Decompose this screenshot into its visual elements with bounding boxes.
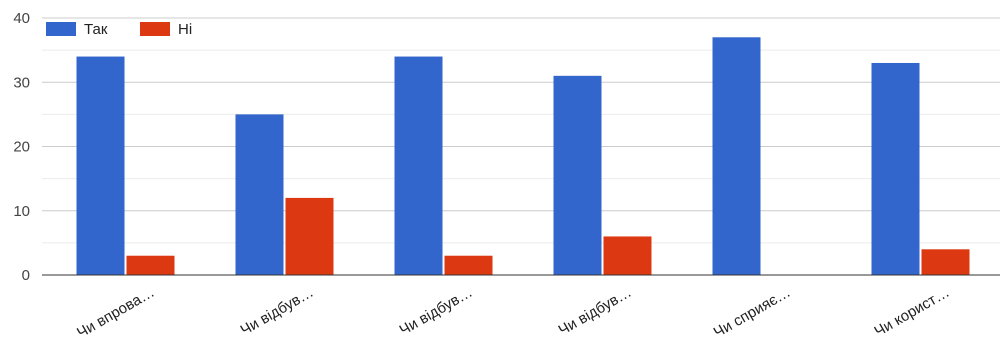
legend-item-no[interactable]: Ні <box>140 21 192 38</box>
y-axis-ticks: 0 10 20 30 40 <box>13 10 30 284</box>
x-category-label: Чи відбув… <box>556 284 635 339</box>
x-category-label: Чи сприяє… <box>711 284 794 342</box>
bar-no[interactable] <box>126 255 175 275</box>
legend-swatch <box>140 22 170 36</box>
x-category-label: Чи відбув… <box>238 284 317 339</box>
bar-yes[interactable] <box>235 114 284 275</box>
legend-swatch <box>46 22 76 36</box>
x-axis-labels: Чи впрова… Чи відбув… Чи відбув… Чи відбув…… <box>74 284 952 342</box>
x-category-label: Чи корист… <box>871 284 952 341</box>
legend-label: Так <box>84 21 108 38</box>
legend: Так Ні <box>46 21 192 38</box>
y-tick-label: 20 <box>13 139 30 156</box>
x-category-label: Чи відбув… <box>397 284 476 339</box>
gridlines <box>42 17 1000 244</box>
bar-yes[interactable] <box>394 56 443 275</box>
bar-no[interactable] <box>921 249 970 275</box>
y-tick-label: 30 <box>13 74 30 91</box>
bar-yes[interactable] <box>553 75 602 275</box>
y-tick-label: 0 <box>22 267 30 284</box>
legend-item-yes[interactable]: Так <box>46 21 108 38</box>
bar-no[interactable] <box>603 236 652 275</box>
y-tick-label: 10 <box>13 203 30 220</box>
bar-yes[interactable] <box>712 37 761 276</box>
x-category-label: Чи впрова… <box>74 284 157 342</box>
legend-label: Ні <box>178 21 192 38</box>
bar-no[interactable] <box>444 255 493 275</box>
bar-yes[interactable] <box>871 62 920 275</box>
y-tick-label: 40 <box>13 10 30 27</box>
bar-no[interactable] <box>285 197 334 275</box>
bars <box>76 37 970 276</box>
bar-yes[interactable] <box>76 56 125 275</box>
